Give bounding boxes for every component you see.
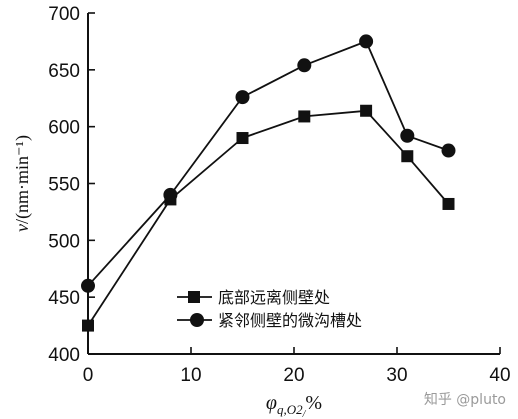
y-tick-label: 600 (48, 118, 80, 139)
legend-label-2: 紧邻侧壁的微沟槽处 (218, 311, 362, 330)
data-point-circle (235, 90, 250, 105)
data-point-circle (297, 58, 312, 73)
y-tick-label: 550 (48, 175, 80, 196)
series-line-2 (87, 40, 449, 287)
data-point-circle (359, 34, 374, 49)
data-point-square (442, 197, 455, 210)
x-tick-label: 10 (180, 365, 201, 386)
y-tick-label: 700 (48, 4, 80, 25)
x-tick-label: 0 (83, 365, 94, 386)
legend-marker-circle (190, 313, 204, 327)
data-point-circle (400, 128, 415, 143)
y-tick-label: 500 (48, 231, 80, 252)
data-point-circle (81, 278, 95, 293)
x-tick-label: 40 (489, 365, 510, 386)
x-tick-label: 30 (386, 365, 407, 386)
data-point-square (298, 110, 311, 123)
data-point-square (401, 150, 414, 163)
y-tick-label: 450 (48, 288, 80, 309)
plot-area: 400 450 500 550 600 650 700 0 10 20 30 40 v/(nm·min⁻… (12, 4, 511, 419)
y-tick-label: 400 (48, 345, 80, 366)
legend-label-1: 底部远离侧壁处 (218, 288, 330, 307)
data-point-square (236, 132, 249, 145)
y-axis-title: v/(nm·min⁻¹) (12, 135, 33, 232)
legend-marker-square (188, 291, 200, 303)
data-point-square (82, 319, 94, 332)
y-tick-label: 650 (48, 61, 80, 82)
data-point-circle (163, 187, 178, 202)
data-point-circle (441, 143, 456, 158)
watermark-text: 知乎 @pluto (424, 391, 506, 408)
data-point-square (360, 104, 373, 117)
x-axis-title: φq,O2/% (266, 392, 322, 419)
x-tick-label: 20 (283, 365, 304, 386)
